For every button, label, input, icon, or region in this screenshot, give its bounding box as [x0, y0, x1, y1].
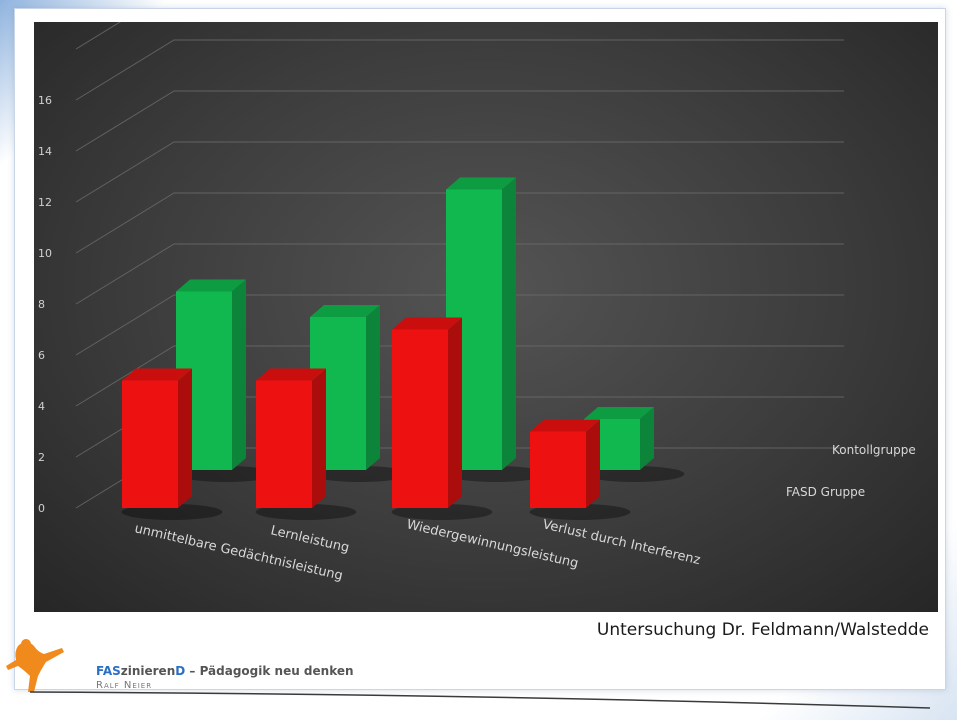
footer-brand: FASzinierenD – Pädagogik neu denken [96, 664, 354, 678]
bar-kontroll-side [502, 177, 516, 470]
gridline [75, 243, 844, 305]
y-tick-label: 16 [38, 94, 52, 107]
bar-fasd-top [122, 368, 192, 381]
gridline [75, 294, 844, 356]
bar-kontroll-top [446, 177, 516, 190]
y-tick-label: 6 [38, 349, 45, 362]
bar-fasd-side [178, 368, 192, 508]
bar-kontroll-top [584, 407, 654, 419]
category-label: Lernleistung [269, 523, 351, 556]
legend-entry: Kontollgruppe [832, 443, 916, 457]
gridline [75, 39, 844, 101]
category-label: unmittelbare Gedächtnisleistung [133, 521, 344, 584]
gridline [75, 192, 844, 254]
gridline [75, 141, 844, 203]
bar-fasd [256, 380, 312, 508]
bar-fasd-side [448, 317, 462, 508]
bar-kontroll-side [640, 407, 654, 470]
bar-chart-3d: 0 2 4 6 8 10 12 14 16 unmittelbare Gedächtnisleis… [38, 22, 916, 584]
kicking-figure-logo [6, 639, 64, 692]
chart-panel: 0 2 4 6 8 10 12 14 16 unmittelbare Gedächtnisleis… [34, 22, 938, 612]
bar-kontroll-side [366, 305, 380, 470]
brand-tagline: – Pädagogik neu denken [185, 664, 354, 678]
bar-kontroll-top [310, 305, 380, 317]
bar-fasd [530, 431, 586, 508]
brand-zinieren: zinieren [120, 664, 176, 678]
bar-fasd-top [530, 419, 600, 432]
gridline [75, 22, 122, 50]
bar-fasd-side [586, 419, 600, 508]
bar-kontroll-side [232, 279, 246, 470]
y-tick-label: 8 [38, 298, 45, 311]
brand-fas: FAS [96, 664, 121, 678]
bar-fasd-side [312, 368, 326, 508]
legend-entry: FASD Gruppe [786, 485, 865, 499]
bar-fasd [122, 380, 178, 508]
footer-divider [30, 691, 930, 709]
gridline [75, 345, 844, 407]
brand-d: D [175, 664, 186, 678]
chart-caption: Untersuchung Dr. Feldmann/Walstedde [596, 620, 929, 640]
y-tick-label: 0 [38, 502, 45, 515]
y-tick-label: 12 [38, 196, 52, 209]
gridline [75, 90, 844, 152]
y-tick-label: 2 [38, 451, 45, 464]
y-tick-label: 14 [38, 145, 52, 158]
footer-author: Ralf Neier [96, 680, 153, 691]
bar-fasd-top [392, 317, 462, 330]
y-tick-label: 4 [38, 400, 45, 413]
bar-fasd [392, 329, 448, 508]
bar-fasd-top [256, 368, 326, 381]
bar-kontroll-top [176, 279, 246, 292]
y-tick-label: 10 [38, 247, 52, 260]
